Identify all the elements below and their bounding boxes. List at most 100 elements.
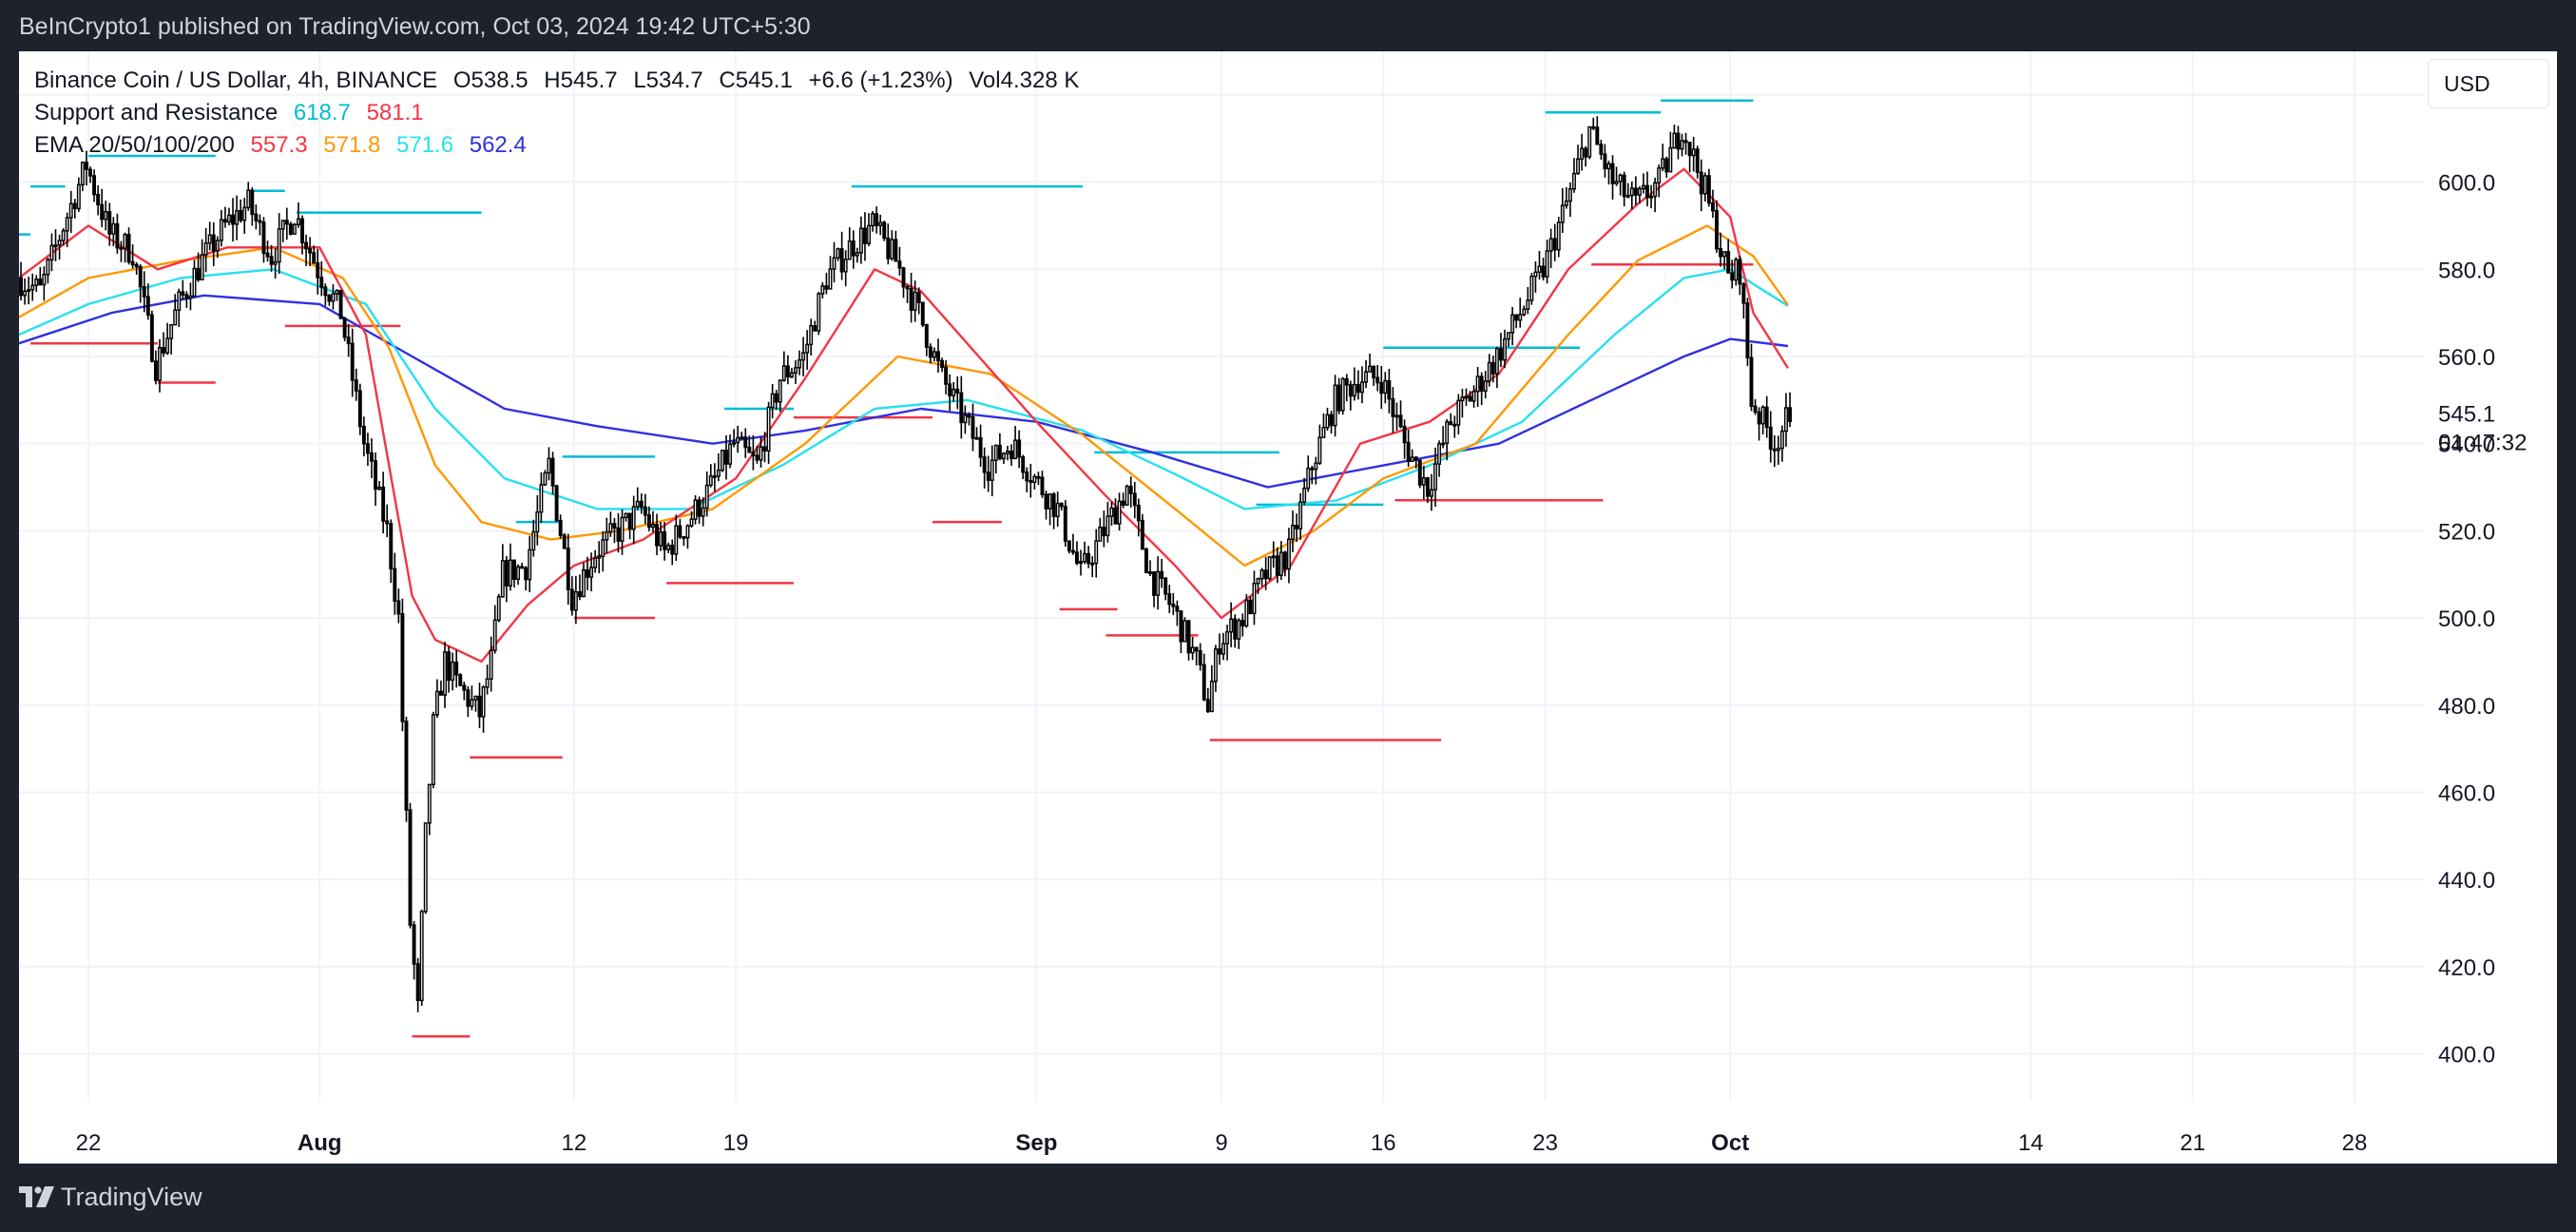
candle-body	[1006, 450, 1009, 454]
candle-body	[80, 162, 85, 186]
candle-body	[1618, 174, 1623, 183]
candle-body	[867, 224, 871, 244]
candle-body	[1757, 411, 1761, 425]
footer-bar: TradingView	[0, 1164, 2576, 1232]
candle-body	[1179, 610, 1183, 643]
candle-body	[393, 568, 397, 602]
candle-body	[65, 217, 69, 232]
candle-body	[1013, 439, 1018, 460]
candle-body	[304, 241, 309, 250]
candle-body	[1098, 526, 1103, 542]
candle-body	[952, 388, 956, 396]
candle-body	[466, 689, 471, 707]
candle-body	[377, 486, 382, 491]
candle-body	[1329, 414, 1334, 427]
candle-body	[836, 248, 840, 259]
candle-body	[1379, 381, 1384, 395]
candle-body	[1368, 365, 1373, 373]
candle-body	[643, 506, 647, 516]
symbol-row[interactable]: Binance Coin / US Dollar, 4h, BINANCE O5…	[34, 65, 1088, 97]
candle-body	[724, 449, 728, 465]
candle-body	[573, 590, 578, 611]
chart-panel[interactable]: 620.0600.0580.0560.0540.0520.0500.0480.0…	[19, 51, 2557, 1164]
candle-body	[798, 358, 801, 369]
sr-indicator-row[interactable]: Support and Resistance 618.7 581.1	[34, 97, 1088, 129]
candle-body	[747, 446, 752, 453]
change-value: +6.6 (+1.23%)	[808, 67, 953, 93]
candle-body	[955, 388, 960, 394]
ema100-value: 571.6	[395, 132, 454, 158]
candle-body	[593, 557, 598, 568]
candle-body	[169, 323, 174, 339]
candle-body	[196, 267, 201, 280]
currency-selector[interactable]: USD	[2428, 59, 2549, 108]
candle-body	[516, 566, 521, 581]
candle-body	[1090, 562, 1095, 566]
candle-body	[646, 514, 651, 529]
candle-body	[1413, 456, 1418, 461]
candle-body	[385, 520, 390, 525]
candle-body	[670, 544, 675, 555]
candle-body	[635, 500, 640, 508]
candle-body	[512, 559, 516, 581]
price-chart[interactable]: 620.0600.0580.0560.0540.0520.0500.0480.0…	[19, 51, 2557, 1164]
tradingview-brand[interactable]: TradingView	[61, 1183, 202, 1211]
candle-body	[1580, 147, 1585, 160]
candle-body	[1730, 272, 1735, 281]
candle-body	[1229, 618, 1234, 633]
candle-body	[1475, 375, 1480, 393]
candle-body	[308, 247, 313, 254]
price-tick-label: 560.0	[2438, 345, 2495, 371]
candle-body	[1587, 125, 1592, 158]
candle-body	[254, 213, 259, 221]
candle-body	[566, 548, 570, 590]
candle-body	[1518, 314, 1523, 321]
candle-body	[1175, 606, 1180, 612]
candle-body	[1383, 379, 1388, 395]
candle-body	[1109, 507, 1114, 517]
price-tick-label: 520.0	[2438, 519, 2495, 545]
candle-body	[222, 219, 227, 223]
tradingview-logo-icon[interactable]	[19, 1186, 55, 1207]
candle-body	[284, 220, 289, 225]
candle-body	[1391, 397, 1395, 417]
candle-body	[1321, 426, 1326, 438]
candle-body	[439, 690, 443, 696]
candle-body	[978, 436, 983, 458]
candle-body	[1633, 187, 1638, 196]
time-axis[interactable]: 22 Aug 12 19 Sep 9 16 23 Oct 14 21 28	[76, 1130, 2368, 1156]
candle-body	[1668, 146, 1673, 173]
candle-body	[200, 254, 204, 280]
candle-body	[1567, 188, 1572, 202]
candle-body	[1295, 525, 1299, 529]
candle-body	[258, 220, 262, 223]
candle-body	[997, 444, 1002, 460]
candle-body	[470, 699, 474, 707]
candle-body	[1048, 493, 1052, 510]
candle-body	[1719, 247, 1723, 258]
price-axis[interactable]: 620.0600.0580.0560.0540.0520.0500.0480.0…	[2438, 84, 2495, 1068]
symbol-title[interactable]: Binance Coin / US Dollar, 4h, BINANCE	[34, 67, 438, 93]
candle-body	[1240, 619, 1245, 627]
candle-body	[554, 485, 559, 522]
candle-body	[323, 286, 328, 297]
ema-indicator-row[interactable]: EMA 20/50/100/200 557.3 571.8 571.6 562.…	[34, 129, 1088, 162]
high-value: H545.7	[544, 67, 618, 93]
ema20-line	[19, 167, 1790, 664]
ema-indicator-label[interactable]: EMA 20/50/100/200	[34, 132, 235, 158]
candle-body	[1348, 384, 1353, 397]
candle-body	[145, 296, 150, 316]
candle-body	[616, 527, 621, 542]
candle-body	[928, 346, 932, 358]
volume-value: Vol4.328 K	[969, 67, 1080, 93]
candle-body	[1152, 571, 1157, 596]
candle-body	[1479, 375, 1484, 393]
candle-body	[342, 318, 347, 338]
time-tick-label: 19	[723, 1130, 749, 1156]
candle-body	[620, 516, 625, 542]
candle-body	[597, 555, 602, 559]
chart-legend: Binance Coin / US Dollar, 4h, BINANCE O5…	[34, 65, 1088, 162]
candle-body	[1074, 551, 1079, 564]
sr-indicator-label[interactable]: Support and Resistance	[34, 100, 279, 125]
candle-body	[1441, 442, 1446, 446]
